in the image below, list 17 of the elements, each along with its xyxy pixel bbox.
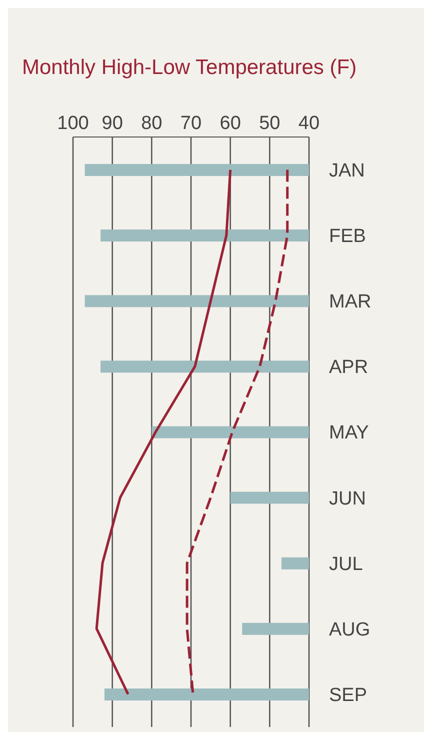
y-tick-label: MAY bbox=[329, 422, 370, 444]
x-tick-label: 60 bbox=[220, 113, 241, 134]
x-tick-label: 70 bbox=[180, 113, 202, 134]
x-tick-label: 80 bbox=[141, 113, 162, 134]
x-tick-label: 50 bbox=[259, 113, 280, 134]
y-tick-label: JUN bbox=[329, 488, 366, 510]
y-tick-label: AUG bbox=[329, 619, 370, 640]
x-tick-label: 40 bbox=[298, 113, 320, 134]
chart-title: Monthly High-Low Temperatures (F) bbox=[22, 56, 357, 80]
y-tick-label: SEP bbox=[329, 684, 368, 706]
x-tick-label: 100 bbox=[57, 113, 89, 134]
y-tick-label: JUL bbox=[329, 554, 363, 575]
x-tick-label: 90 bbox=[102, 113, 123, 134]
y-tick-label: MAR bbox=[329, 292, 372, 313]
y-tick-label: JAN bbox=[329, 160, 365, 182]
y-tick-label: APR bbox=[329, 357, 368, 378]
y-tick-label: FEB bbox=[329, 226, 366, 248]
